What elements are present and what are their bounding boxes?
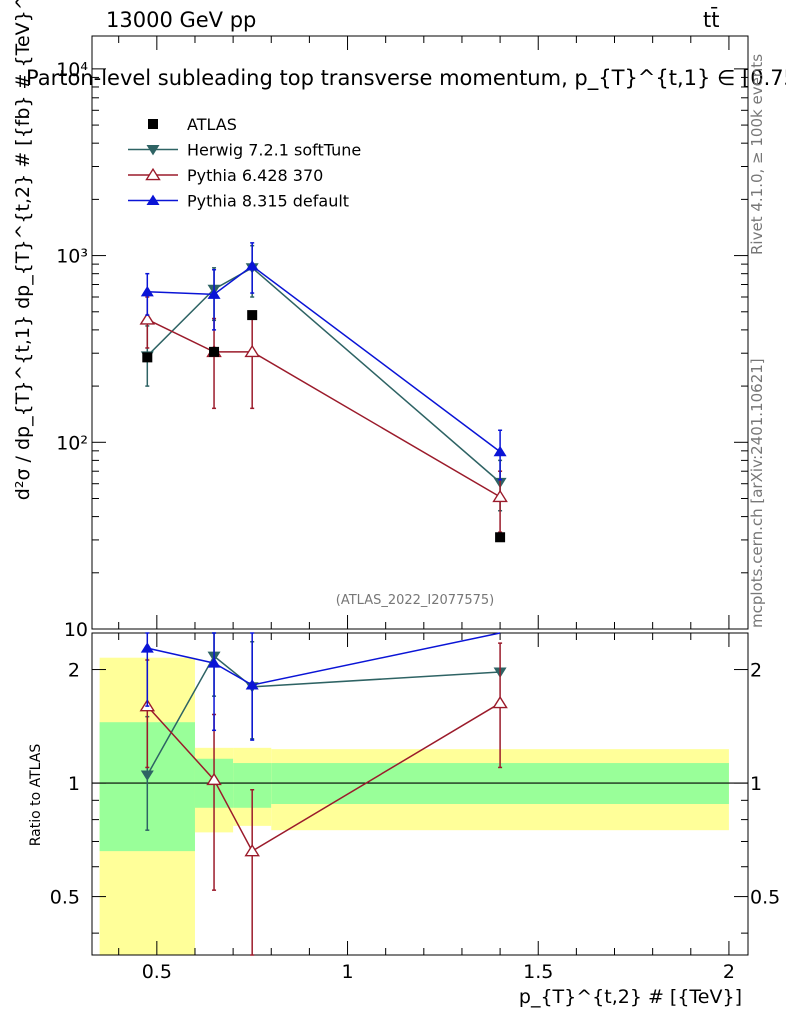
series-line [147,632,501,686]
ratio-y-tick-label-right: 0.5 [750,887,780,909]
data-point [493,445,507,457]
ratio-y-tick-label-right: 1 [750,773,762,795]
mcplots-label: mcplots.cern.ch [arXiv:2401.10621] [748,358,766,628]
data-point [244,344,260,358]
process-label: tt̄ [703,7,719,32]
data-point [247,310,258,321]
ratio-series-pythia-6-428-370 [139,642,508,956]
legend: ATLAS Herwig 7.2.1 softTune Pythia 6.428 3… [128,115,361,211]
ratio-y-tick-label-right: 2 [750,660,762,682]
series-line [146,655,501,776]
main-y-label: d²σ / dp_{T}^{t,1} dp_{T}^{t,2} # [{fb} … [12,0,34,500]
data-point [245,260,259,271]
data-point [142,352,153,363]
main-axes: 10 10² 10³ 10⁴ [56,35,749,641]
data-point [206,772,222,786]
series-line [146,318,501,498]
legend-item: Herwig 7.2.1 softTune [128,141,361,160]
series-line [146,266,501,483]
main-series [139,242,508,543]
data-point [492,695,508,709]
legend-label: Herwig 7.2.1 softTune [187,141,361,160]
rivet-label: Rivet 4.1.0, ≥ 100k events [748,54,766,255]
x-axis-label: p_{T}^{t,2} # [{TeV}] [519,986,742,1008]
legend-label: ATLAS [187,115,237,134]
series-line [146,702,501,853]
x-tick-label: 1.5 [523,961,553,983]
data-point [207,288,221,299]
main-y-tick-label: 10³ [56,246,88,268]
ratio-y-tick-label: 0.5 [50,887,80,909]
data-point [495,532,506,543]
legend-label: Pythia 6.428 370 [187,166,323,185]
data-point [209,346,220,357]
series-line [147,265,501,453]
main-y-tick-label: 10⁴ [56,59,88,81]
legend-item: Pythia 8.315 default [128,192,349,211]
main-y-tick-label: 10 [64,619,88,641]
ratio-y-tick-label: 2 [68,660,80,682]
main-series-atlas [142,310,506,543]
main-series-herwig-7-2-1-softtune [140,244,507,512]
x-tick-label: 2 [723,961,735,983]
ratio-frame [91,632,749,956]
main-y-tick-label: 10² [56,432,88,454]
main-series-pythia-8-315-default [140,242,507,481]
data-point [139,312,156,325]
data-point [244,843,260,857]
watermark: (ATLAS_2022_I2077575) [336,593,494,608]
data-point [140,642,154,653]
x-tick-label: 0.5 [142,961,172,983]
legend-item: ATLAS [148,115,237,134]
x-tick-label: 1 [341,961,353,983]
energy-label: 13000 GeV pp [106,8,256,32]
data-point [245,679,259,690]
legend-marker [148,119,158,129]
legend-marker [146,194,160,206]
legend-marker [146,144,160,156]
ratio-axes: 0.5 0.5 1 1 2 2 0.5 1 1.5 2 [50,632,780,983]
ratio-series [139,632,508,956]
ratio-uncertainty-bands [99,657,729,955]
data-point [140,285,154,297]
plot-title: Parton-level subleading top transverse m… [26,66,786,91]
legend-marker [145,167,161,181]
ratio-y-tick-label: 1 [68,773,80,795]
legend-item: Pythia 6.428 370 [128,166,323,185]
data-point [207,657,221,668]
data-point [140,770,154,781]
data-point [492,489,508,503]
ratio-series-pythia-8-315-default [140,632,501,741]
main-frame [91,35,749,630]
ratio-y-label: Ratio to ATLAS [28,744,44,847]
legend-label: Pythia 8.315 default [187,192,349,211]
